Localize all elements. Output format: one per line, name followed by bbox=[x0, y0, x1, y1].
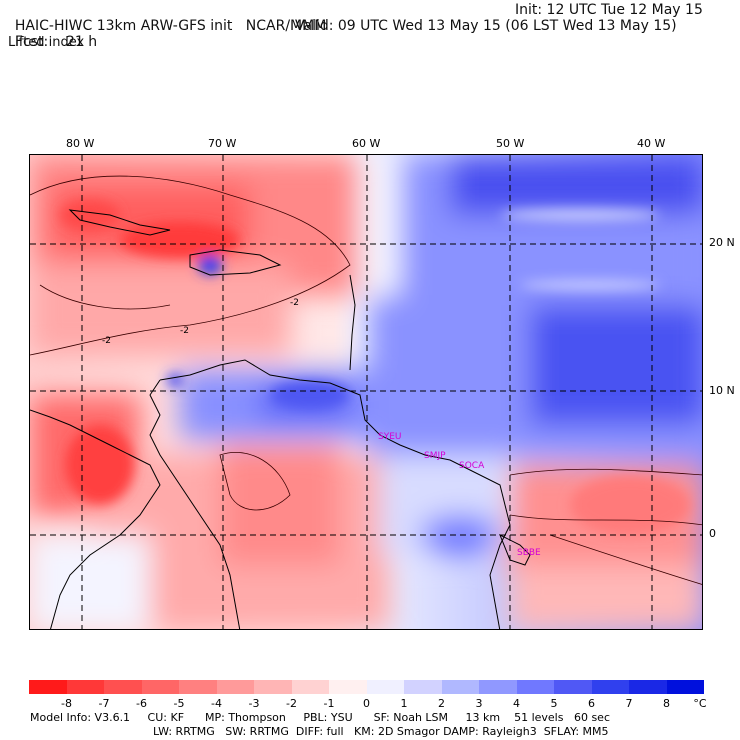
colorbar-cell bbox=[479, 680, 517, 694]
lon-label-80w: 80 W bbox=[66, 137, 95, 150]
lat-label-20n: 20 N bbox=[709, 236, 735, 249]
colorbar-tick-label: -3 bbox=[248, 697, 260, 710]
colorbar-tick-label: 1 bbox=[400, 697, 408, 710]
colorbar-tick-label: -8 bbox=[61, 697, 72, 710]
colorbar-cell bbox=[254, 680, 292, 694]
lat-lon-grid bbox=[30, 155, 702, 629]
colorbar-tick-label: 0 bbox=[363, 697, 370, 710]
colorbar-tick-label: 8 bbox=[663, 697, 670, 710]
colorbar bbox=[29, 680, 704, 694]
colorbar-tick-label: -5 bbox=[173, 697, 185, 710]
lon-label-60w: 60 W bbox=[352, 137, 381, 150]
lon-label-40w: 40 W bbox=[637, 137, 666, 150]
city-label-sbbe: SBBE bbox=[517, 548, 541, 558]
lon-label-50w: 50 W bbox=[496, 137, 525, 150]
contour-label: -2 bbox=[290, 298, 299, 308]
model-info-line1: Model Info: V3.6.1 CU: KF MP: Thompson P… bbox=[30, 711, 610, 724]
city-label-smjp: SMJP bbox=[424, 451, 446, 461]
forecast-hour: Fcst: 21 h bbox=[14, 34, 98, 50]
lat-label-10n: 10 N bbox=[709, 384, 735, 397]
colorbar-unit: °C bbox=[693, 697, 707, 710]
colorbar-tick-label: -2 bbox=[286, 697, 297, 710]
valid-time: Valid: 09 UTC Wed 13 May 15 (06 LST Wed … bbox=[295, 18, 677, 34]
colorbar-cell bbox=[591, 680, 629, 694]
colorbar-cell bbox=[29, 680, 67, 694]
colorbar-tick-label: -6 bbox=[136, 697, 147, 710]
colorbar-cell bbox=[216, 680, 254, 694]
colorbar-tick-label: 4 bbox=[513, 697, 520, 710]
colorbar-tick-label: 3 bbox=[475, 697, 483, 710]
colorbar-cell bbox=[441, 680, 479, 694]
city-label-syeu: SYEU bbox=[378, 432, 402, 442]
colorbar-cell bbox=[329, 680, 367, 694]
colorbar-cell bbox=[666, 680, 704, 694]
colorbar-cell bbox=[554, 680, 592, 694]
lat-label-0: 0 bbox=[709, 527, 716, 540]
contours bbox=[30, 175, 702, 585]
contour-label: -2 bbox=[102, 336, 111, 346]
colorbar-cell bbox=[291, 680, 329, 694]
colorbar-cell bbox=[366, 680, 404, 694]
colorbar-tick-label: -1 bbox=[323, 697, 335, 710]
colorbar-cell bbox=[141, 680, 179, 694]
colorbar-cell bbox=[179, 680, 217, 694]
colorbar-cell bbox=[404, 680, 442, 694]
init-time: Init: 12 UTC Tue 12 May 15 bbox=[515, 2, 703, 18]
colorbar-tick-label: 5 bbox=[550, 697, 558, 710]
colorbar-cell bbox=[66, 680, 104, 694]
model-info-line2: LW: RRTMG SW: RRTMG DIFF: full KM: 2D Sm… bbox=[153, 725, 609, 738]
map-canvas: -2 -2 -2 bbox=[30, 155, 702, 629]
lon-label-70w: 70 W bbox=[208, 137, 237, 150]
lifted-index-map: -2 -2 -2 bbox=[29, 154, 703, 630]
colorbar-cell bbox=[516, 680, 554, 694]
colorbar-cell bbox=[104, 680, 142, 694]
colorbar-tick-label: 6 bbox=[588, 697, 595, 710]
city-label-soca: SOCA bbox=[459, 461, 485, 471]
colorbar-cell bbox=[629, 680, 667, 694]
field-name: Lifted index bbox=[8, 35, 85, 50]
colorbar-tick-label: 7 bbox=[625, 697, 633, 710]
colorbar-tick-label: 2 bbox=[438, 697, 445, 710]
model-title: HAIC-HIWC 13km ARW-GFS init NCAR/MMM bbox=[14, 18, 327, 34]
contour-label: -2 bbox=[180, 326, 189, 336]
shading-fields bbox=[30, 155, 702, 629]
colorbar-tick-label: -4 bbox=[211, 697, 222, 710]
colorbar-tick-label: -7 bbox=[98, 697, 110, 710]
